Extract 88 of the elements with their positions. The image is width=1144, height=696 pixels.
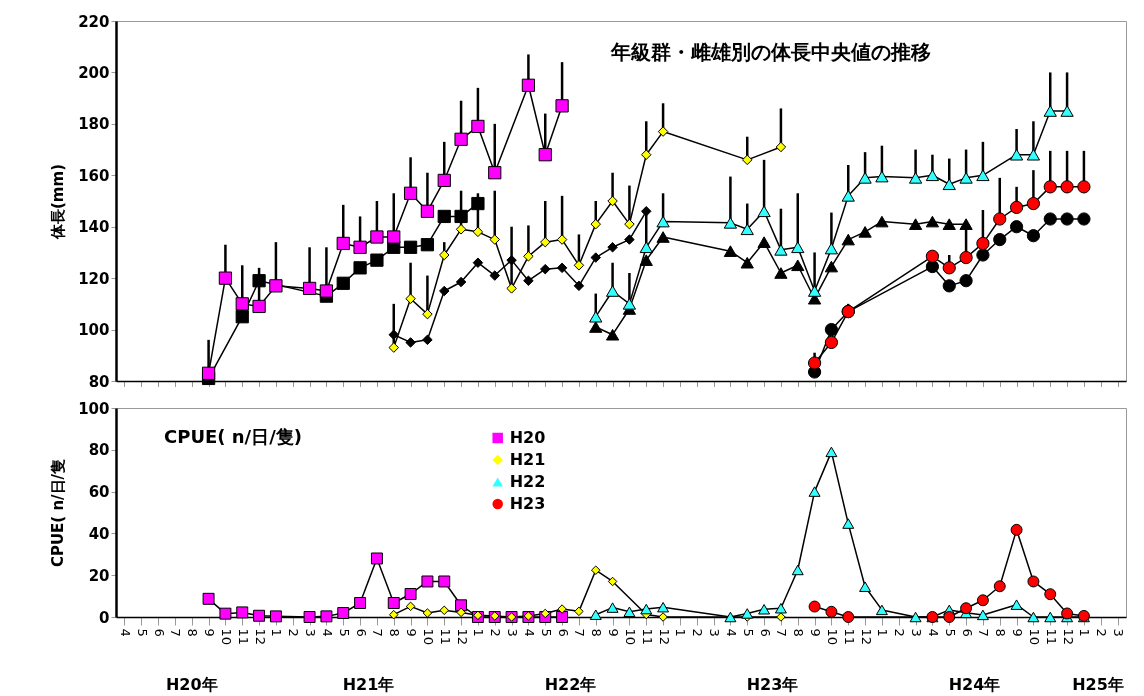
x-tick-label: 7 — [572, 628, 588, 637]
x-tick-label: 4 — [117, 628, 133, 637]
x-tick-label: 11 — [1043, 628, 1059, 646]
y-tick-label: 60 — [88, 483, 110, 502]
x-tick-label: 2 — [1094, 628, 1110, 637]
x-tick-label: 5 — [336, 628, 352, 637]
x-tick-label: 8 — [993, 628, 1009, 637]
y-tick-label: 140 — [78, 218, 110, 237]
y-tick-label: 200 — [78, 63, 110, 82]
x-tick-label: 11 — [235, 628, 251, 646]
y-tick-label: 80 — [88, 441, 110, 460]
x-tick-label: 10 — [622, 628, 638, 646]
y-tick-label: 80 — [88, 372, 110, 391]
text: H25年 — [1072, 675, 1124, 694]
legend-label: H20 — [509, 428, 546, 447]
x-tick-label: 2 — [690, 628, 706, 637]
x-tick-label: 9 — [202, 628, 218, 637]
x-tick-label: 10 — [420, 628, 436, 646]
x-tick-label: 6 — [353, 628, 369, 637]
x-tick-label: 8 — [589, 628, 605, 637]
y-tick-label: 40 — [88, 524, 110, 543]
x-tick-label: 12 — [252, 628, 268, 646]
x-tick-label: 4 — [723, 628, 739, 637]
y-tick-label: 20 — [88, 566, 110, 585]
text: H22年 — [544, 675, 597, 694]
x-tick-label: 2 — [488, 628, 504, 637]
x-tick-label: 9 — [404, 628, 420, 637]
y-tick-label: 220 — [78, 12, 110, 31]
x-tick-label: 3 — [707, 628, 723, 637]
text: CPUE( n/日/隻) — [164, 426, 302, 447]
x-tick-label: 8 — [185, 628, 201, 637]
x-tick-label: 5 — [538, 628, 554, 637]
x-tick-label: 11 — [639, 628, 655, 646]
legend-label: H21 — [509, 450, 546, 469]
x-tick-label: 1 — [875, 628, 891, 637]
x-tick-label: 2 — [286, 628, 302, 637]
x-tick-label: 12 — [1060, 628, 1076, 646]
x-tick-label: 7 — [774, 628, 790, 637]
x-tick-label: 9 — [606, 628, 622, 637]
y-axis-title: 体長(mm) — [49, 164, 68, 240]
x-tick-label: 6 — [151, 628, 167, 637]
y-tick-label: 100 — [78, 399, 110, 418]
x-tick-label: 8 — [387, 628, 403, 637]
x-tick-label: 1 — [471, 628, 487, 637]
y-tick-label: 180 — [78, 115, 110, 134]
x-tick-label: 12 — [454, 628, 470, 646]
y-axis-title: CPUE( n/日/隻 — [49, 458, 68, 568]
legend-label: H22 — [509, 472, 546, 491]
x-tick-label: 3 — [505, 628, 521, 637]
x-tick-label: 9 — [808, 628, 824, 637]
x-tick-label: 1 — [1077, 628, 1093, 637]
x-tick-label: 11 — [841, 628, 857, 646]
x-tick-label: 3 — [1111, 628, 1127, 637]
text: H21年 — [342, 675, 395, 694]
x-tick-label: 3 — [909, 628, 925, 637]
x-tick-label: 7 — [370, 628, 386, 637]
x-tick-label: 2 — [892, 628, 908, 637]
x-tick-label: 6 — [959, 628, 975, 637]
x-tick-label: 10 — [824, 628, 840, 646]
x-tick-label: 5 — [134, 628, 150, 637]
x-tick-label: 4 — [319, 628, 335, 637]
y-tick-label: 120 — [78, 269, 110, 288]
x-tick-label: 6 — [757, 628, 773, 637]
text: H24年 — [948, 675, 1001, 694]
x-tick-label: 10 — [218, 628, 234, 646]
text: 年級群・雌雄別の体長中央値の推移 — [609, 40, 931, 64]
x-tick-label: 9 — [1010, 628, 1026, 637]
x-tick-label: 10 — [1026, 628, 1042, 646]
x-tick-label: 12 — [858, 628, 874, 646]
x-tick-label: 11 — [437, 628, 453, 646]
legend-label: H23 — [509, 494, 546, 513]
x-tick-label: 1 — [269, 628, 285, 637]
x-tick-label: 3 — [303, 628, 319, 637]
y-tick-label: 0 — [99, 608, 110, 627]
x-tick-label: 7 — [976, 628, 992, 637]
y-tick-label: 100 — [78, 321, 110, 340]
x-tick-label: 8 — [791, 628, 807, 637]
text: H23年 — [746, 675, 799, 694]
x-tick-label: 6 — [555, 628, 571, 637]
y-tick-label: 160 — [78, 166, 110, 185]
x-tick-label: 1 — [673, 628, 689, 637]
x-tick-label: 5 — [740, 628, 756, 637]
x-tick-label: 12 — [656, 628, 672, 646]
x-tick-label: 5 — [942, 628, 958, 637]
x-tick-label: 7 — [168, 628, 184, 637]
x-tick-label: 4 — [521, 628, 537, 637]
x-tick-label: 4 — [925, 628, 941, 637]
text: H20年 — [165, 675, 218, 694]
